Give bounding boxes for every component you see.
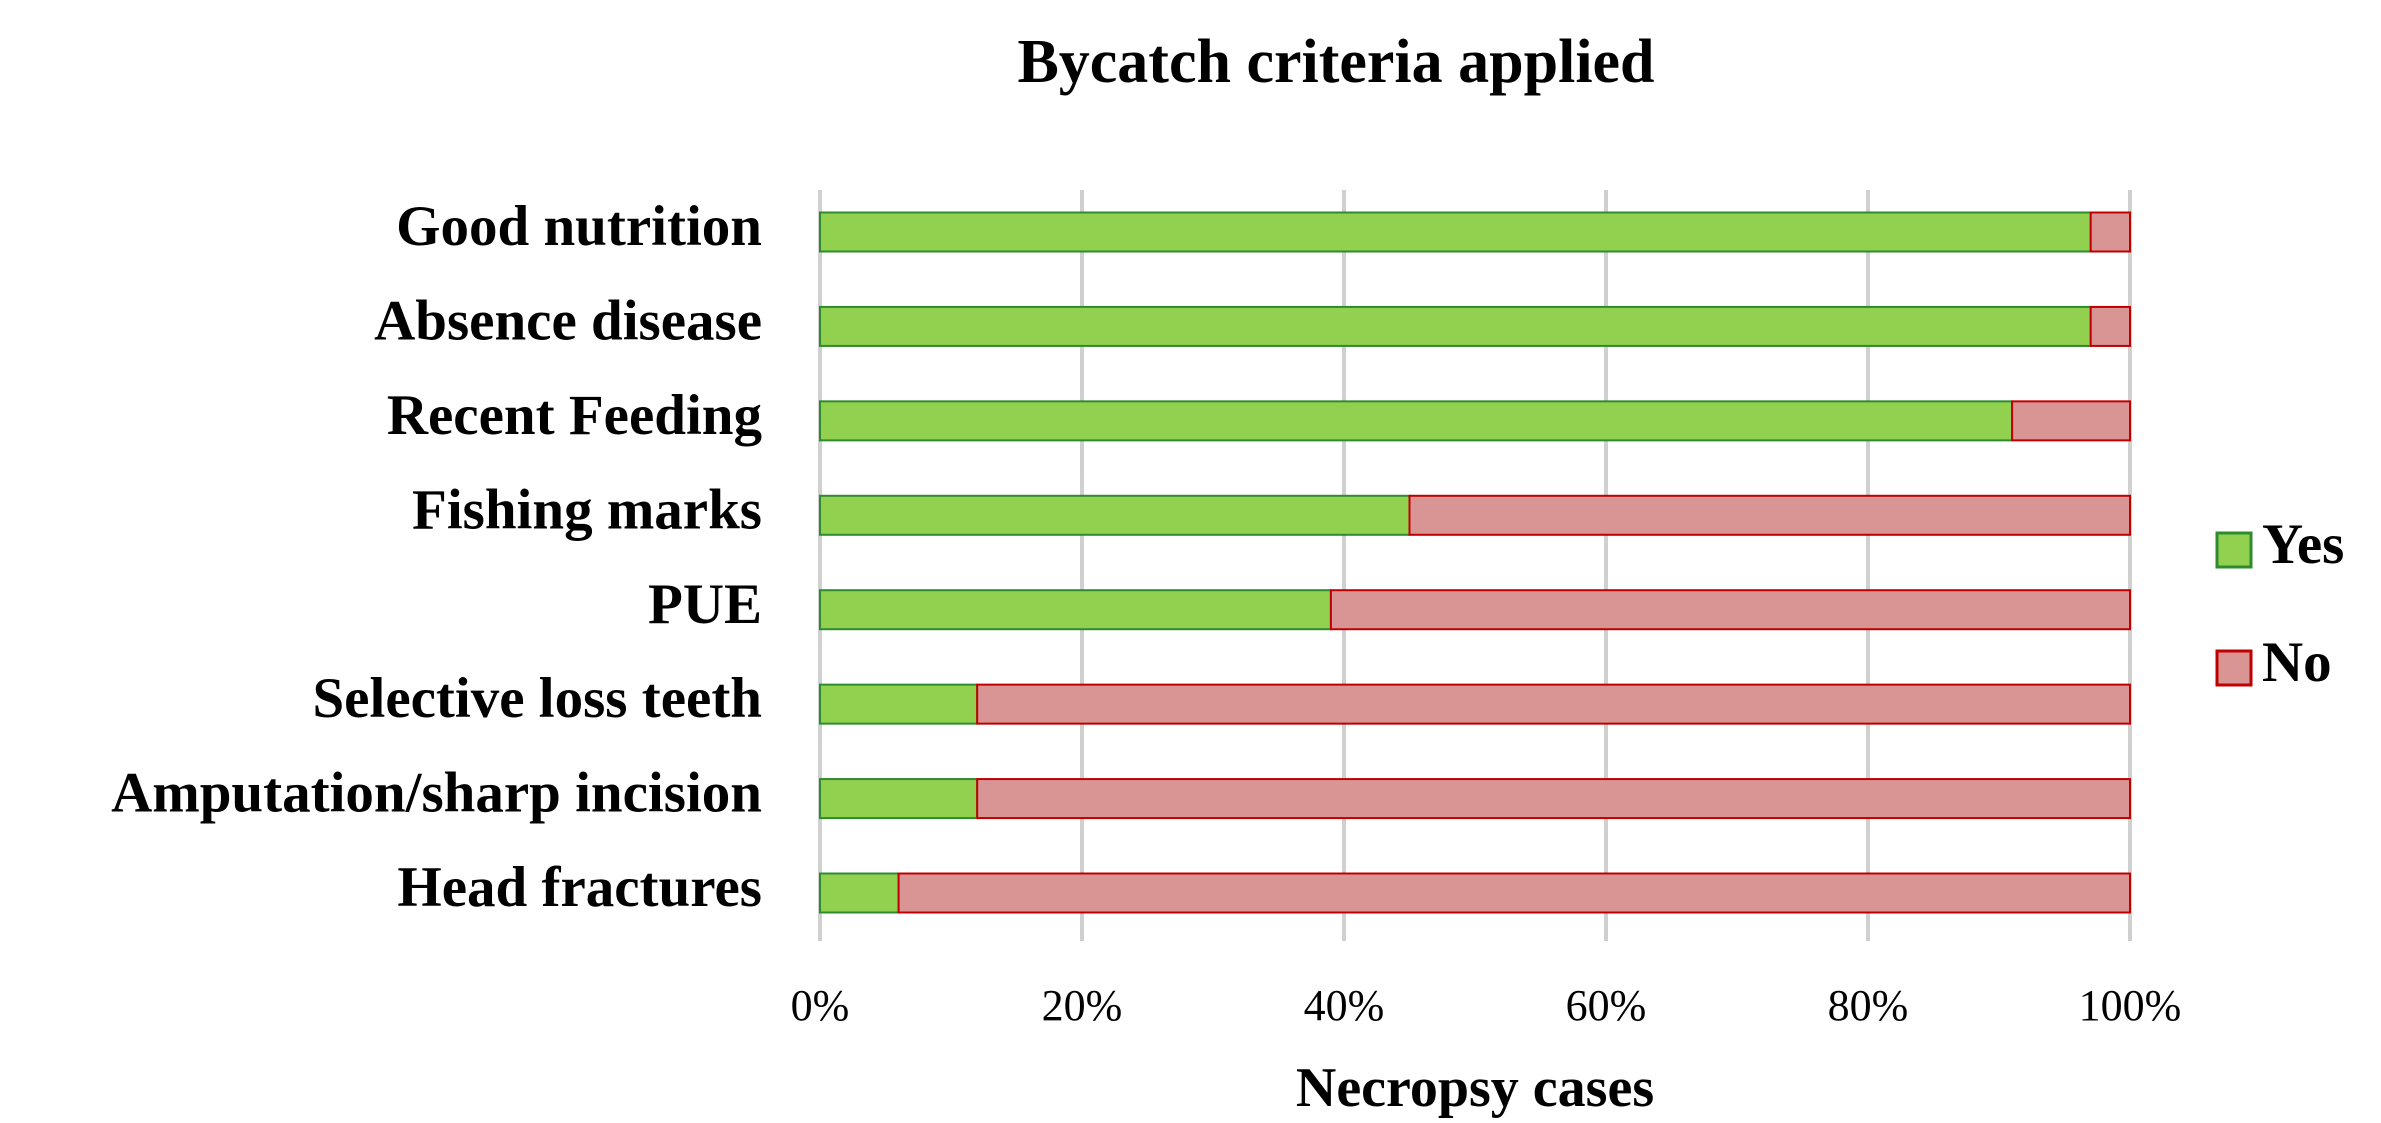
bar-segment: [819, 211, 2092, 253]
legend-swatch: [2215, 649, 2253, 687]
bar-segment: [819, 400, 2014, 442]
bar-segment: [819, 778, 979, 820]
bar-segment: [976, 683, 2132, 725]
legend-swatch: [2215, 531, 2253, 569]
y-tick-label: Absence disease: [374, 290, 762, 353]
y-tick-label: Fishing marks: [412, 478, 762, 541]
bar-segment: [819, 494, 1411, 536]
bar-segment: [819, 305, 2092, 347]
y-tick-label: PUE: [648, 573, 762, 636]
y-tick-label: Amputation/sharp incision: [111, 762, 762, 825]
bar-segment: [1329, 589, 2131, 631]
bar-segment: [1408, 494, 2131, 536]
x-tick-label: 40%: [1304, 981, 1385, 1030]
bar-segment: [897, 872, 2131, 914]
bar-segment: [819, 872, 900, 914]
y-tick-label: Recent Feeding: [387, 384, 762, 447]
x-tick-label: 20%: [1042, 981, 1123, 1030]
legend-label: Yes: [2262, 513, 2344, 576]
legend-label: No: [2262, 631, 2332, 694]
bar-segment: [2089, 211, 2131, 253]
x-axis-label: Necropsy cases: [1296, 1057, 1654, 1119]
x-tick-label: 80%: [1828, 981, 1909, 1030]
x-tick-label: 0%: [791, 981, 850, 1030]
y-tick-label: Head fractures: [397, 856, 762, 919]
bar-segment: [2089, 305, 2131, 347]
y-tick-label: Selective loss teeth: [312, 667, 762, 730]
bar-segment: [819, 683, 979, 725]
bar-segment: [976, 778, 2132, 820]
x-tick-label: 60%: [1566, 981, 1647, 1030]
bar-segment: [2011, 400, 2131, 442]
x-tick-label: 100%: [2079, 981, 2182, 1030]
bar-segment: [819, 589, 1332, 631]
y-tick-label: Good nutrition: [396, 195, 762, 258]
chart-title: Bycatch criteria applied: [1017, 28, 1654, 96]
